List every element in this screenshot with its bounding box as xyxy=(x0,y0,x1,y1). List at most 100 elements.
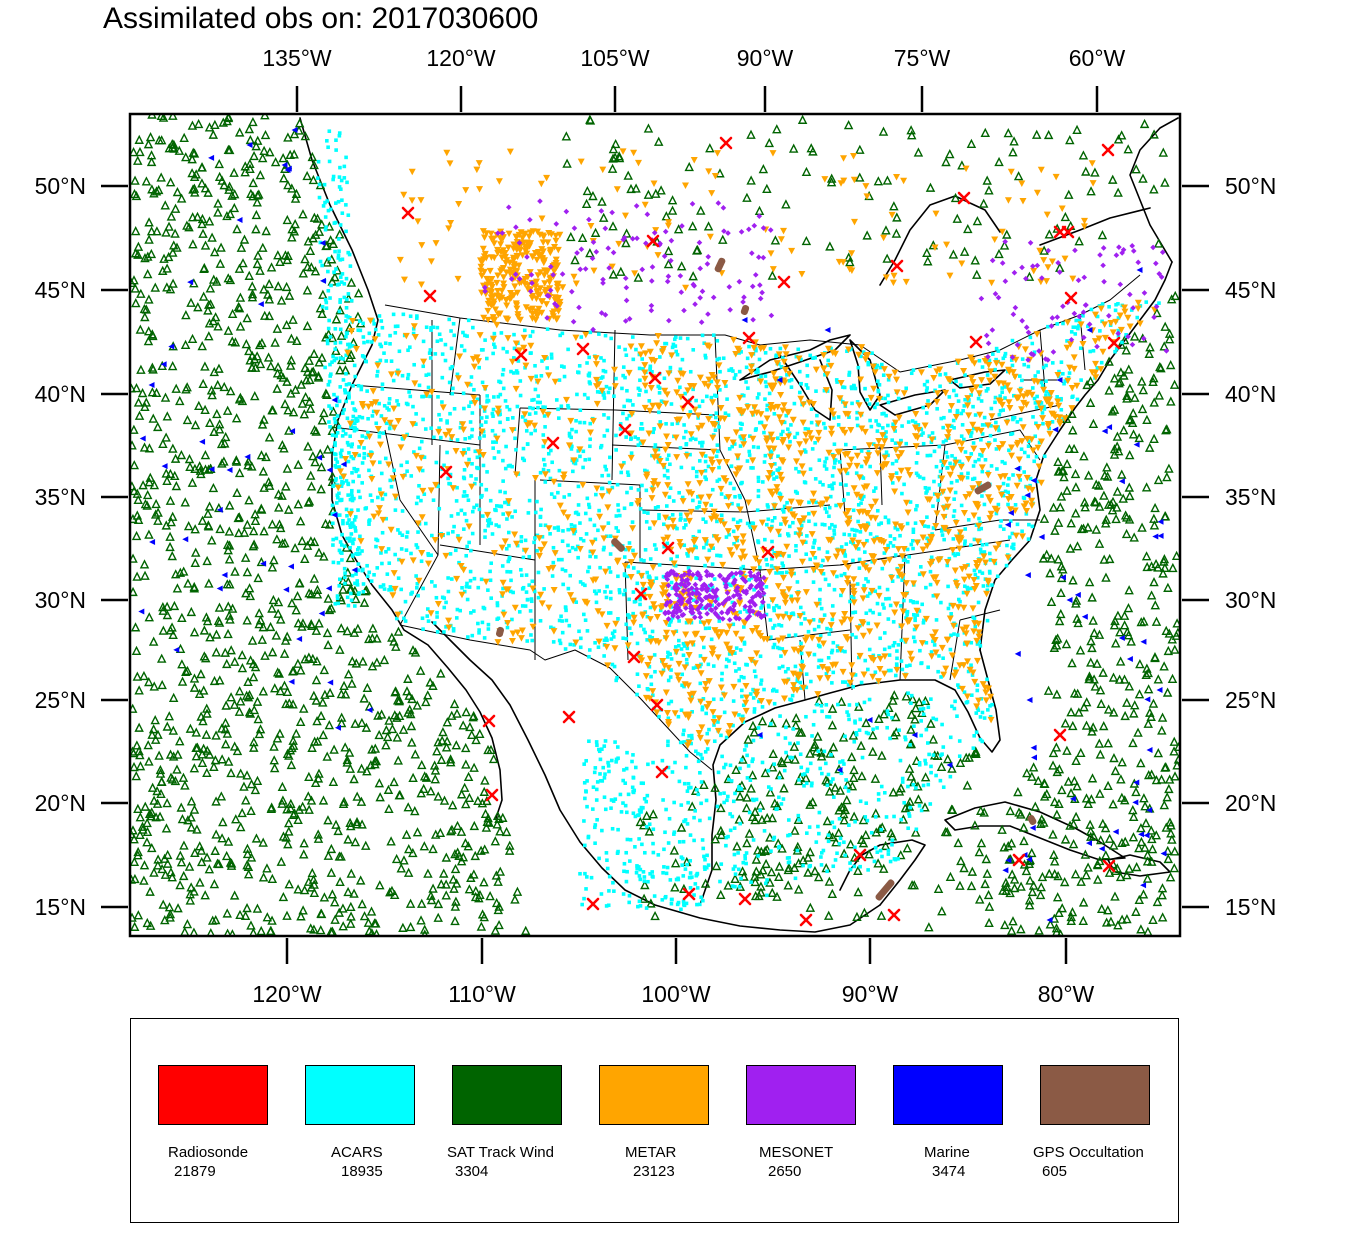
sat-track-wind-marker xyxy=(267,873,278,883)
sat-track-wind-marker xyxy=(849,811,859,821)
acars-marker xyxy=(577,629,581,634)
sat-track-wind-marker xyxy=(372,657,382,667)
acars-marker xyxy=(599,443,604,448)
sat-track-wind-marker xyxy=(471,734,481,745)
sat-track-wind-marker xyxy=(244,583,255,593)
sat-track-wind-marker xyxy=(864,849,874,859)
sat-track-wind-marker xyxy=(131,761,139,772)
sat-track-wind-marker xyxy=(202,708,212,718)
sat-track-wind-marker xyxy=(970,255,980,265)
sat-track-wind-marker xyxy=(198,378,208,389)
acars-marker xyxy=(777,571,782,575)
acars-marker xyxy=(953,553,957,558)
acars-marker xyxy=(651,693,655,698)
sat-track-wind-marker xyxy=(857,771,867,781)
sat-track-wind-marker xyxy=(150,734,161,744)
acars-marker xyxy=(624,435,628,439)
acars-marker xyxy=(487,521,491,526)
sat-track-wind-marker xyxy=(751,854,762,864)
acars-marker xyxy=(642,592,647,596)
sat-track-wind-marker xyxy=(219,180,229,190)
acars-marker xyxy=(367,570,372,575)
acars-marker xyxy=(461,391,466,396)
sat-track-wind-marker xyxy=(201,729,212,739)
acars-marker xyxy=(326,269,330,274)
acars-marker xyxy=(592,589,597,594)
acars-marker xyxy=(911,635,916,640)
acars-marker xyxy=(731,699,736,703)
sat-track-wind-marker xyxy=(140,311,150,322)
acars-marker xyxy=(350,539,355,544)
acars-marker xyxy=(341,428,346,433)
acars-marker xyxy=(691,498,695,503)
acars-marker xyxy=(866,667,870,672)
sat-track-wind-marker xyxy=(966,138,977,149)
acars-marker xyxy=(350,498,355,503)
acars-marker xyxy=(893,441,898,445)
acars-marker xyxy=(680,672,685,677)
acars-marker xyxy=(836,423,841,427)
acars-marker xyxy=(651,430,656,435)
sat-track-wind-marker xyxy=(246,779,257,789)
sat-track-wind-marker xyxy=(345,817,355,827)
acars-marker xyxy=(832,587,837,592)
acars-marker xyxy=(683,391,687,396)
sat-track-wind-marker xyxy=(1098,818,1108,828)
sat-track-wind-marker xyxy=(1095,788,1105,798)
acars-marker xyxy=(723,411,728,416)
acars-marker xyxy=(961,408,965,413)
acars-marker xyxy=(645,686,650,691)
sat-track-wind-marker xyxy=(194,400,204,410)
acars-marker xyxy=(1032,396,1037,401)
acars-marker xyxy=(985,373,990,377)
sat-track-wind-marker xyxy=(167,511,178,521)
sat-track-wind-marker xyxy=(144,443,155,453)
acars-marker xyxy=(428,348,433,352)
sat-track-wind-marker xyxy=(258,872,269,882)
sat-track-wind-marker xyxy=(139,559,150,569)
acars-marker xyxy=(338,258,343,262)
sat-track-wind-marker xyxy=(1051,742,1062,752)
sat-track-wind-marker xyxy=(1108,672,1119,682)
map-content xyxy=(131,115,1179,935)
sat-track-wind-marker xyxy=(426,894,437,905)
acars-marker xyxy=(843,649,847,654)
sat-track-wind-marker xyxy=(1155,361,1165,372)
acars-marker xyxy=(512,332,516,337)
acars-marker xyxy=(738,610,742,614)
acars-marker xyxy=(752,689,757,694)
acars-marker xyxy=(446,576,450,580)
acars-marker xyxy=(349,508,354,513)
acars-marker xyxy=(339,484,344,488)
acars-marker xyxy=(946,584,950,589)
acars-marker xyxy=(899,638,904,643)
acars-marker xyxy=(1040,411,1045,415)
acars-marker xyxy=(604,636,608,641)
sat-track-wind-marker xyxy=(247,289,258,299)
acars-marker xyxy=(488,569,492,574)
acars-marker xyxy=(420,394,424,399)
sat-track-wind-marker xyxy=(436,879,447,889)
acars-marker xyxy=(395,616,399,621)
sat-track-wind-marker xyxy=(1035,889,1046,900)
acars-marker xyxy=(911,368,916,372)
acars-marker xyxy=(587,457,592,462)
acars-marker xyxy=(359,384,364,389)
sat-track-wind-marker xyxy=(312,715,322,726)
sat-track-wind-marker xyxy=(1071,811,1081,821)
acars-marker xyxy=(928,569,933,574)
sat-track-wind-marker xyxy=(640,879,650,890)
sat-track-wind-marker xyxy=(433,898,444,909)
acars-marker xyxy=(809,420,814,425)
acars-marker xyxy=(551,640,556,644)
sat-track-wind-marker xyxy=(241,588,251,598)
acars-marker xyxy=(399,463,404,468)
acars-marker xyxy=(782,504,787,509)
sat-track-wind-marker xyxy=(146,150,157,160)
acars-marker xyxy=(870,559,875,564)
sat-track-wind-marker xyxy=(293,499,304,509)
acars-marker xyxy=(468,382,473,387)
acars-marker xyxy=(921,620,926,625)
acars-marker xyxy=(763,351,768,355)
sat-track-wind-marker xyxy=(191,742,201,753)
